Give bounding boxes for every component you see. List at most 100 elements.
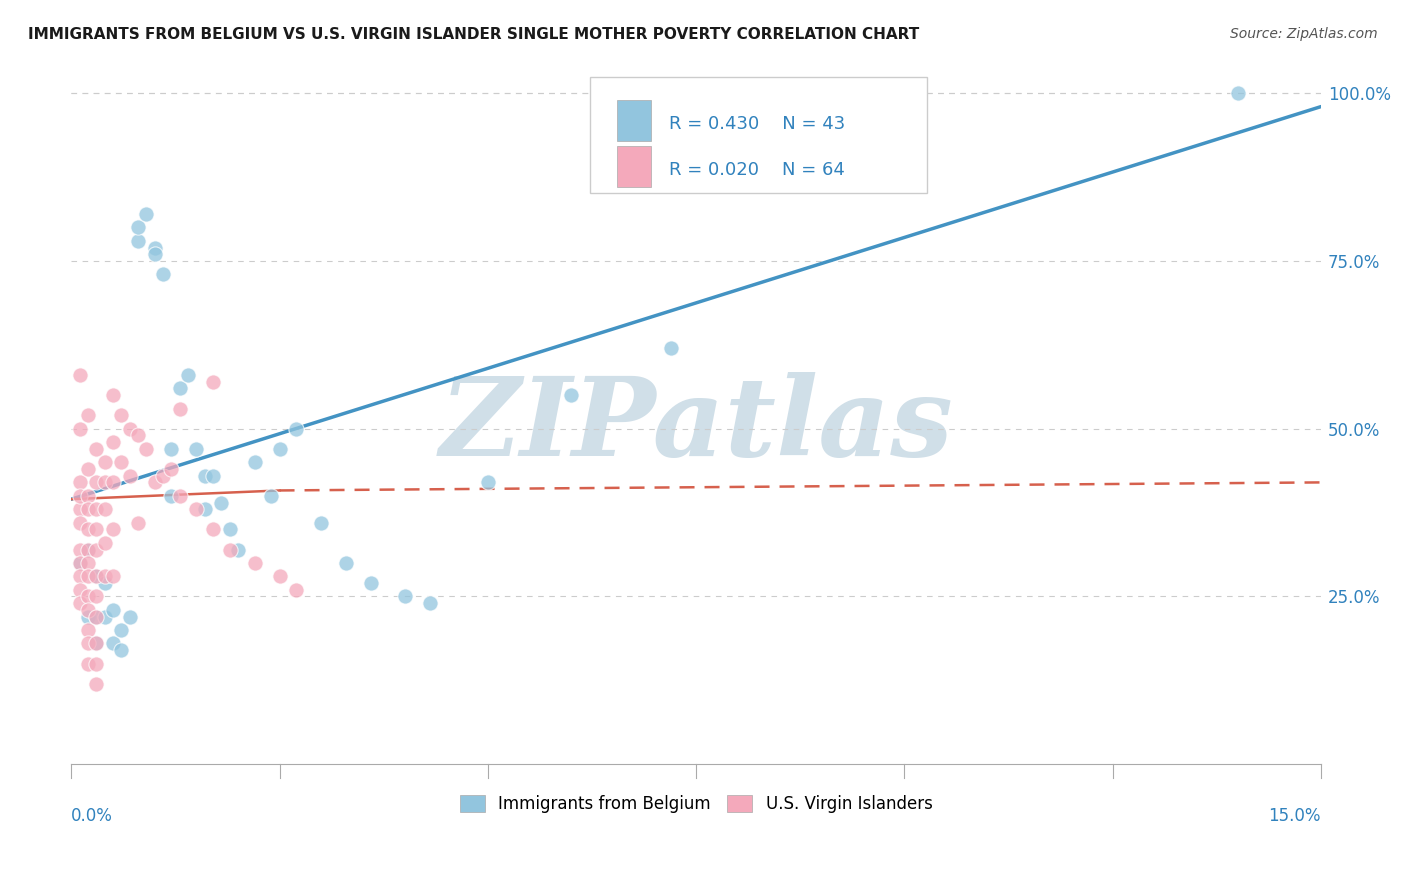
Point [169,401,191,416]
Point [560,388,582,402]
Point [186,502,208,516]
Point [143,475,166,490]
Point [69,368,91,382]
Point [69,422,91,436]
Point [110,455,132,469]
Point [69,516,91,530]
Point [84,442,107,456]
Point [69,582,91,597]
Point [84,636,107,650]
Point [659,341,682,355]
Point [135,207,157,221]
Point [101,636,124,650]
Point [110,623,132,637]
Point [127,516,149,530]
Point [110,643,132,657]
Point [77,502,100,516]
Point [77,489,100,503]
Point [127,234,149,248]
Point [118,468,141,483]
Point [127,428,149,442]
Point [160,462,183,476]
Point [101,388,124,402]
Point [77,623,100,637]
Point [77,462,100,476]
Text: R = 0.020    N = 64: R = 0.020 N = 64 [669,161,845,179]
Point [69,556,91,570]
Point [101,603,124,617]
Point [93,455,115,469]
Point [77,657,100,671]
Point [127,220,149,235]
Point [93,576,115,591]
Point [77,590,100,604]
Point [77,409,100,423]
Point [285,422,308,436]
Point [69,502,91,516]
Point [309,516,332,530]
Legend: Immigrants from Belgium, U.S. Virgin Islanders: Immigrants from Belgium, U.S. Virgin Isl… [453,788,939,820]
Point [93,609,115,624]
Point [69,596,91,610]
Point [477,475,499,490]
Point [394,590,416,604]
Text: ZIPatlas: ZIPatlas [439,372,953,480]
Text: Source: ZipAtlas.com: Source: ZipAtlas.com [1230,27,1378,41]
Point [84,677,107,691]
Point [135,442,157,456]
Point [77,542,100,557]
Point [152,268,174,282]
Point [77,569,100,583]
Point [69,489,91,503]
Point [69,542,91,557]
Point [84,569,107,583]
Point [93,536,115,550]
Point [218,542,240,557]
Point [93,502,115,516]
Point [177,368,200,382]
FancyBboxPatch shape [617,101,651,141]
Point [418,596,440,610]
Point [160,442,183,456]
Point [69,556,91,570]
Point [101,475,124,490]
Y-axis label: Single Mother Poverty: Single Mother Poverty [0,327,7,496]
Point [84,657,107,671]
Point [193,502,215,516]
Point [201,468,224,483]
Text: IMMIGRANTS FROM BELGIUM VS U.S. VIRGIN ISLANDER SINGLE MOTHER POVERTY CORRELATIO: IMMIGRANTS FROM BELGIUM VS U.S. VIRGIN I… [28,27,920,42]
Point [101,522,124,536]
Point [269,442,291,456]
Point [84,609,107,624]
Point [69,475,91,490]
Point [169,381,191,395]
Point [101,435,124,450]
Point [143,247,166,261]
Point [118,609,141,624]
Point [201,522,224,536]
Point [260,489,283,503]
Point [243,455,266,469]
Point [209,495,232,509]
FancyBboxPatch shape [617,146,651,186]
Text: 0.0%: 0.0% [72,806,112,824]
Point [285,582,308,597]
Point [93,475,115,490]
Text: R = 0.430    N = 43: R = 0.430 N = 43 [669,115,845,134]
Point [84,609,107,624]
Point [84,542,107,557]
Point [110,409,132,423]
Point [360,576,382,591]
Point [77,609,100,624]
Point [77,636,100,650]
Point [77,603,100,617]
Point [101,569,124,583]
Point [77,542,100,557]
Point [77,556,100,570]
Point [93,569,115,583]
Point [218,522,240,536]
Point [84,569,107,583]
Point [226,542,249,557]
Point [269,569,291,583]
Point [169,489,191,503]
